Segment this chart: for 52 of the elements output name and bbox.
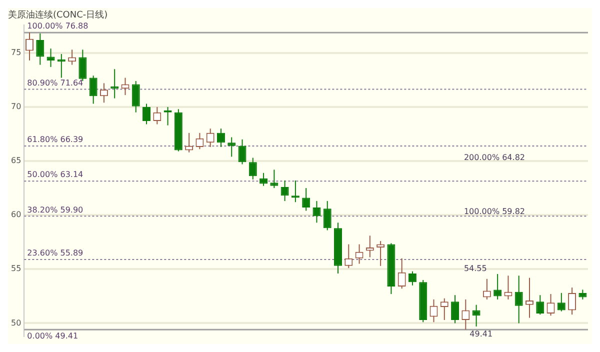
candlestick <box>291 180 300 203</box>
y-tick-label: 60 <box>10 210 22 220</box>
candlestick <box>440 298 448 320</box>
candlestick <box>228 136 236 158</box>
ref-line-label: 38.20% 59.90 <box>27 205 84 214</box>
candlestick <box>238 138 246 165</box>
candlestick <box>323 200 332 231</box>
candlestick <box>514 275 523 324</box>
candlestick <box>206 128 214 148</box>
y-tick-label: 65 <box>10 156 22 166</box>
ref-line-label: 100.00% 76.88 <box>27 22 88 31</box>
ref-line-label: 23.60% 55.89 <box>27 248 84 258</box>
candlestick <box>68 49 76 66</box>
candlestick <box>280 180 289 202</box>
candlestick <box>89 75 98 104</box>
candlestick <box>546 294 555 316</box>
ref-line-label: 0.00% 49.41 <box>27 332 78 341</box>
ref-line-label: 50.00% 63.14 <box>27 170 84 180</box>
candlestick <box>366 235 374 258</box>
candlestick <box>270 169 278 189</box>
candlestick <box>312 200 321 224</box>
y-tick-label: 75 <box>10 48 22 57</box>
ref-line-label: 61.80% 66.39 <box>27 135 84 144</box>
annotation: 200.00% 64.82 <box>464 153 526 162</box>
y-tick-label: 55 <box>10 264 22 274</box>
candlestick <box>355 244 364 264</box>
candlestick <box>398 258 406 290</box>
candlestick <box>451 294 460 324</box>
candlestick <box>248 157 257 180</box>
candlestick <box>482 278 491 300</box>
candlestick <box>344 244 353 269</box>
candlestick <box>46 48 55 68</box>
candlestick <box>462 298 470 330</box>
annotation: 100.00% 59.82 <box>464 207 526 216</box>
candlestick <box>36 32 44 66</box>
ref-line-label: 80.90% 71.64 <box>27 78 84 88</box>
y-tick-label: 50 <box>10 318 22 328</box>
candlestick <box>196 132 204 150</box>
annotation: 49.41 <box>470 330 493 339</box>
candlestick <box>132 80 140 113</box>
candlestick <box>302 188 310 212</box>
candlestick <box>100 82 108 104</box>
candlestick <box>494 274 502 300</box>
candlestick <box>568 287 576 316</box>
y-tick-label: 70 <box>10 102 22 112</box>
candlestick <box>526 277 534 318</box>
candlestick <box>153 106 162 125</box>
candlestick <box>557 292 566 312</box>
candlestick <box>578 289 587 300</box>
annotation: 54.55 <box>464 264 487 273</box>
candlestick <box>142 103 151 125</box>
chart-title: 美原油连续(CONC-日线) <box>8 10 108 21</box>
